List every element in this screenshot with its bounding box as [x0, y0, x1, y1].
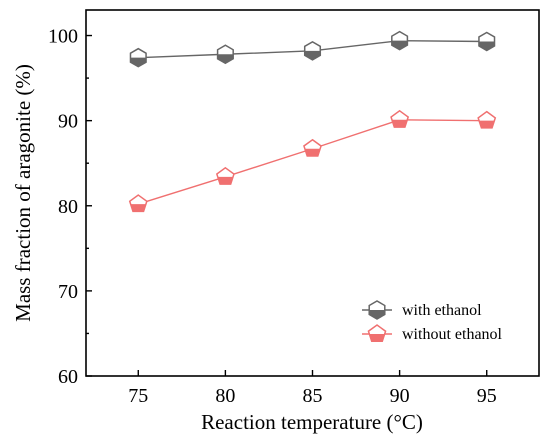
plot-frame [85, 9, 540, 377]
series-line [138, 119, 487, 205]
data-point-hexagon [129, 47, 147, 68]
data-point-hexagon [478, 31, 496, 52]
series-layer [128, 30, 497, 213]
x-tick-label: 75 [128, 385, 148, 407]
data-point-pentagon [390, 109, 410, 128]
legend: with ethanol without ethanol [362, 300, 503, 343]
x-tick-label: 80 [215, 385, 235, 407]
data-point-hexagon [303, 40, 322, 61]
y-tick-label: 70 [58, 281, 78, 303]
data-point-hexagon [391, 30, 409, 51]
y-axis: 60 70 80 90 100 [48, 26, 92, 388]
data-point-pentagon [128, 194, 148, 213]
y-tick-label: 90 [58, 111, 78, 133]
data-point-pentagon [477, 110, 497, 129]
x-tick-label: 85 [303, 385, 323, 407]
x-axis-title: Reaction temperature (°C) [201, 410, 423, 434]
x-axis: 75 80 85 90 95 [128, 370, 497, 407]
data-point-pentagon [303, 138, 322, 157]
x-tick-label: 90 [390, 385, 410, 407]
y-axis-title: Mass fraction of aragonite (%) [11, 64, 35, 322]
legend-label: without ethanol [402, 326, 503, 343]
y-tick-label: 80 [58, 196, 78, 218]
y-tick-label: 100 [48, 26, 78, 48]
y-tick-label: 60 [58, 366, 78, 388]
x-tick-label: 95 [477, 385, 497, 407]
plot-area [85, 9, 540, 377]
legend-marker [368, 300, 386, 320]
legend-label: with ethanol [402, 302, 482, 319]
data-point-hexagon [216, 44, 234, 65]
legend-marker [367, 324, 387, 343]
data-point-pentagon [215, 166, 235, 185]
